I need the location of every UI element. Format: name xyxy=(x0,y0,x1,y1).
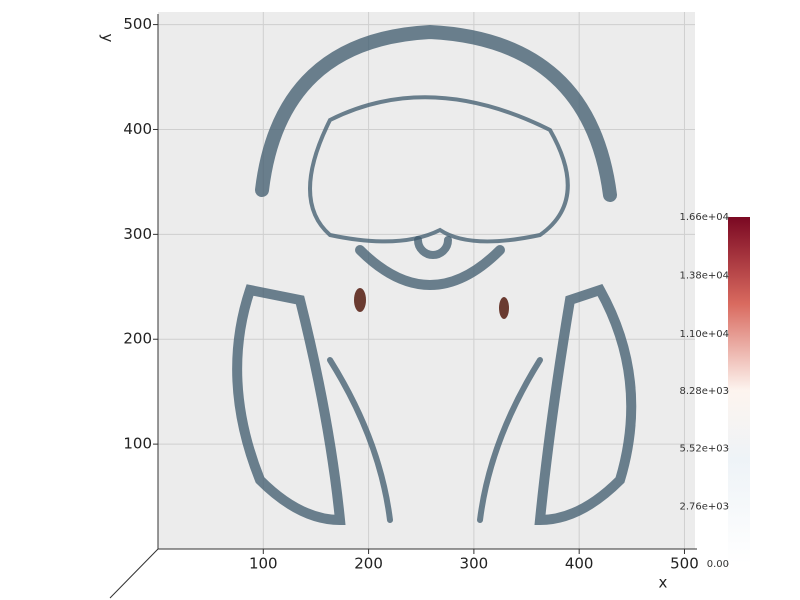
colorbar-tick-label: 1.66e+04 xyxy=(679,212,729,223)
y-axis-label: y xyxy=(99,34,117,43)
volume-render xyxy=(232,24,637,526)
colorbar-tick-label: 1.10e+04 xyxy=(679,329,729,340)
x-tick-label: 400 xyxy=(565,555,594,573)
x-axis-label: x xyxy=(659,574,668,592)
colorbar-tick-label: 5.52e+03 xyxy=(679,444,729,455)
y-tick-label: 200 xyxy=(123,330,152,348)
y-tick-label: 100 xyxy=(123,435,152,453)
y-tick-label: 300 xyxy=(123,225,152,243)
depth-axis xyxy=(109,548,159,599)
x-tick-label: 300 xyxy=(460,555,489,573)
y-tick-label: 400 xyxy=(123,120,152,138)
x-tick-label: 100 xyxy=(249,555,278,573)
x-tick-label: 200 xyxy=(354,555,383,573)
ticks: 100 200 300 400 500 100 200 300 400 500 0.00 2.76e+… xyxy=(123,15,729,573)
colorbar-tick-label: 0.00 xyxy=(707,559,729,570)
colorbar xyxy=(728,217,750,564)
colorbar-tick-label: 1.38e+04 xyxy=(679,271,729,282)
colorbar-tick-label: 8.28e+03 xyxy=(679,386,729,397)
x-tick-label: 500 xyxy=(670,555,699,573)
y-tick-label: 500 xyxy=(123,15,152,33)
colorbar-tick-label: 2.76e+03 xyxy=(679,501,729,512)
